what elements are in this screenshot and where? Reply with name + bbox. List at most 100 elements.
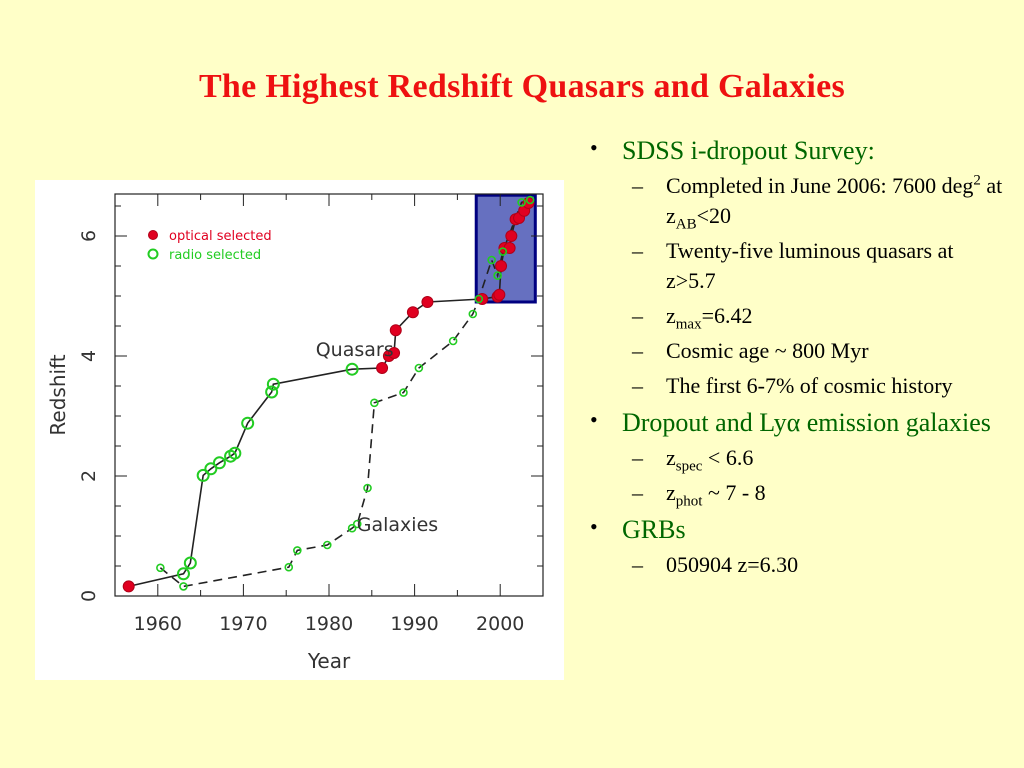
y-tick-label: 6 [78, 230, 100, 242]
subscript: AB [675, 216, 697, 233]
x-tick-label: 1960 [134, 613, 182, 635]
bullet-item: • Dropout and Lyα emission galaxies – zspec… [588, 407, 1008, 509]
sub-bullet-text: zphot ~ 7 - 8 [666, 478, 1008, 509]
sub-bullet-item: – zspec < 6.6 [622, 443, 1008, 475]
sub-bullet-item: – zphot ~ 7 - 8 [622, 478, 1008, 509]
radio-point [345, 362, 359, 376]
sub-bullet-item: –050904 z=6.30 [622, 550, 1008, 580]
text-run: Completed in June 2006: 7600 deg [666, 173, 974, 198]
radio-point [204, 462, 218, 476]
optical-point [376, 362, 389, 374]
sub-bullet-marker: – [632, 480, 643, 505]
sub-bullet-marker: – [632, 445, 643, 470]
radio-point [347, 523, 357, 533]
bullet-item: • SDSS i-dropout Survey: – Completed in Jun… [588, 135, 1008, 401]
sub-bullet-text: 050904 z=6.30 [666, 550, 1008, 580]
chart-canvas: 1960 1970 1980 1990 2000 0 2 4 6 Year Redshift Quas… [46, 193, 544, 673]
sub-bullet-text: Cosmic age ~ 800 Myr [666, 336, 1008, 366]
radio-point [370, 398, 379, 408]
text-run: <20 [696, 203, 732, 228]
radio-point [265, 385, 279, 399]
x-tick-label: 1970 [219, 613, 267, 635]
radio-point [179, 582, 188, 591]
text-run: =6.42 [701, 303, 753, 328]
sub-bullet-item: – zmax=6.42 [622, 301, 1008, 332]
sub-bullet-marker: – [632, 338, 643, 363]
radio-point [498, 247, 508, 256]
radio-point [399, 388, 408, 397]
radio-point [228, 446, 242, 460]
radio-point [517, 198, 526, 207]
radio-point [352, 519, 362, 529]
sub-bullet-marker: – [632, 552, 643, 577]
text-run: at z [666, 173, 1003, 228]
x-axis-label: Year [307, 649, 351, 673]
text-run: z [666, 480, 676, 505]
sub-bullet-text: zmax=6.42 [666, 301, 1008, 332]
optical-point [388, 347, 401, 359]
bullet-text: SDSS i-dropout Survey: [622, 136, 875, 165]
radio-point [363, 483, 372, 493]
optical-point [406, 306, 419, 319]
bullet-marker: • [590, 407, 598, 432]
radio-point [156, 563, 165, 573]
radio-point [183, 556, 197, 570]
optical-point [495, 260, 508, 272]
text-run: z [666, 445, 676, 470]
text-run: z [666, 303, 676, 328]
radio-point [284, 562, 294, 572]
y-axis-label: Redshift [46, 354, 70, 435]
sub-bullet-item: – Twenty-five luminous quasars at z>5.7 [622, 236, 1008, 296]
y-tick-label: 2 [78, 470, 100, 482]
radio-point [487, 255, 496, 265]
legend-radio-label: radio selected [169, 248, 261, 263]
legend-optical-label: optical selected [169, 229, 272, 244]
optical-point [389, 324, 402, 337]
sub-bullet-item: – Completed in June 2006: 7600 deg2 at zA… [622, 171, 1008, 233]
radio-point [212, 456, 226, 470]
radio-point [241, 416, 255, 430]
radio-point [293, 546, 302, 555]
slide-title: The Highest Redshift Quasars and Galaxie… [198, 68, 846, 105]
sub-bullet-marker: – [632, 173, 643, 198]
galaxies-series-line [159, 199, 531, 588]
sub-bullet-marker: – [632, 238, 643, 263]
y-tick-label: 4 [78, 350, 100, 362]
bullet-list: • SDSS i-dropout Survey: – Completed in Jun… [588, 133, 1008, 586]
sub-bullet-text: Twenty-five luminous quasars at z>5.7 [666, 236, 1008, 296]
radio-point [196, 468, 210, 482]
bullet-item: • GRBs –050904 z=6.30 [588, 514, 1008, 580]
y-tick-label: 0 [78, 590, 100, 602]
text-run: The first 6-7% of cosmic history [666, 373, 953, 398]
optical-point [122, 580, 135, 593]
text-run: Cosmic age ~ 800 Myr [666, 338, 869, 363]
optical-point [505, 230, 518, 242]
radio-point [414, 363, 424, 373]
legend-radio-marker [147, 248, 159, 260]
optical-point [493, 288, 506, 301]
optical-point [421, 296, 434, 308]
text-run: 050904 z=6.30 [666, 552, 799, 577]
x-tick-label: 1990 [390, 613, 438, 635]
radio-point [448, 336, 458, 346]
radio-point [322, 540, 332, 550]
radio-point [468, 309, 478, 319]
subscript: spec [675, 458, 703, 475]
x-tick-label: 2000 [476, 613, 524, 635]
radio-point [525, 195, 535, 205]
sub-bullet-text: Completed in June 2006: 7600 deg2 at zAB… [666, 171, 1008, 233]
bullet-marker: • [590, 135, 598, 160]
radio-point [474, 294, 484, 304]
text-run: < 6.6 [702, 445, 754, 470]
bullet-marker: • [590, 514, 598, 539]
quasars-annotation: Quasars [316, 339, 394, 361]
bullet-text: Dropout and Lyα emission galaxies [622, 408, 991, 437]
sub-bullet-item: – Cosmic age ~ 800 Myr [622, 336, 1008, 366]
legend-optical-marker [148, 230, 158, 240]
superscript: 2 [973, 172, 981, 189]
sub-bullet-text: zspec < 6.6 [666, 443, 1008, 475]
sub-bullet-marker: – [632, 373, 643, 398]
galaxies-annotation: Galaxies [357, 514, 438, 536]
sub-bullet-item: – The first 6-7% of cosmic history [622, 371, 1008, 401]
redshift-year-chart: 1960 1970 1980 1990 2000 0 2 4 6 Year Redshift Quas… [35, 180, 564, 680]
